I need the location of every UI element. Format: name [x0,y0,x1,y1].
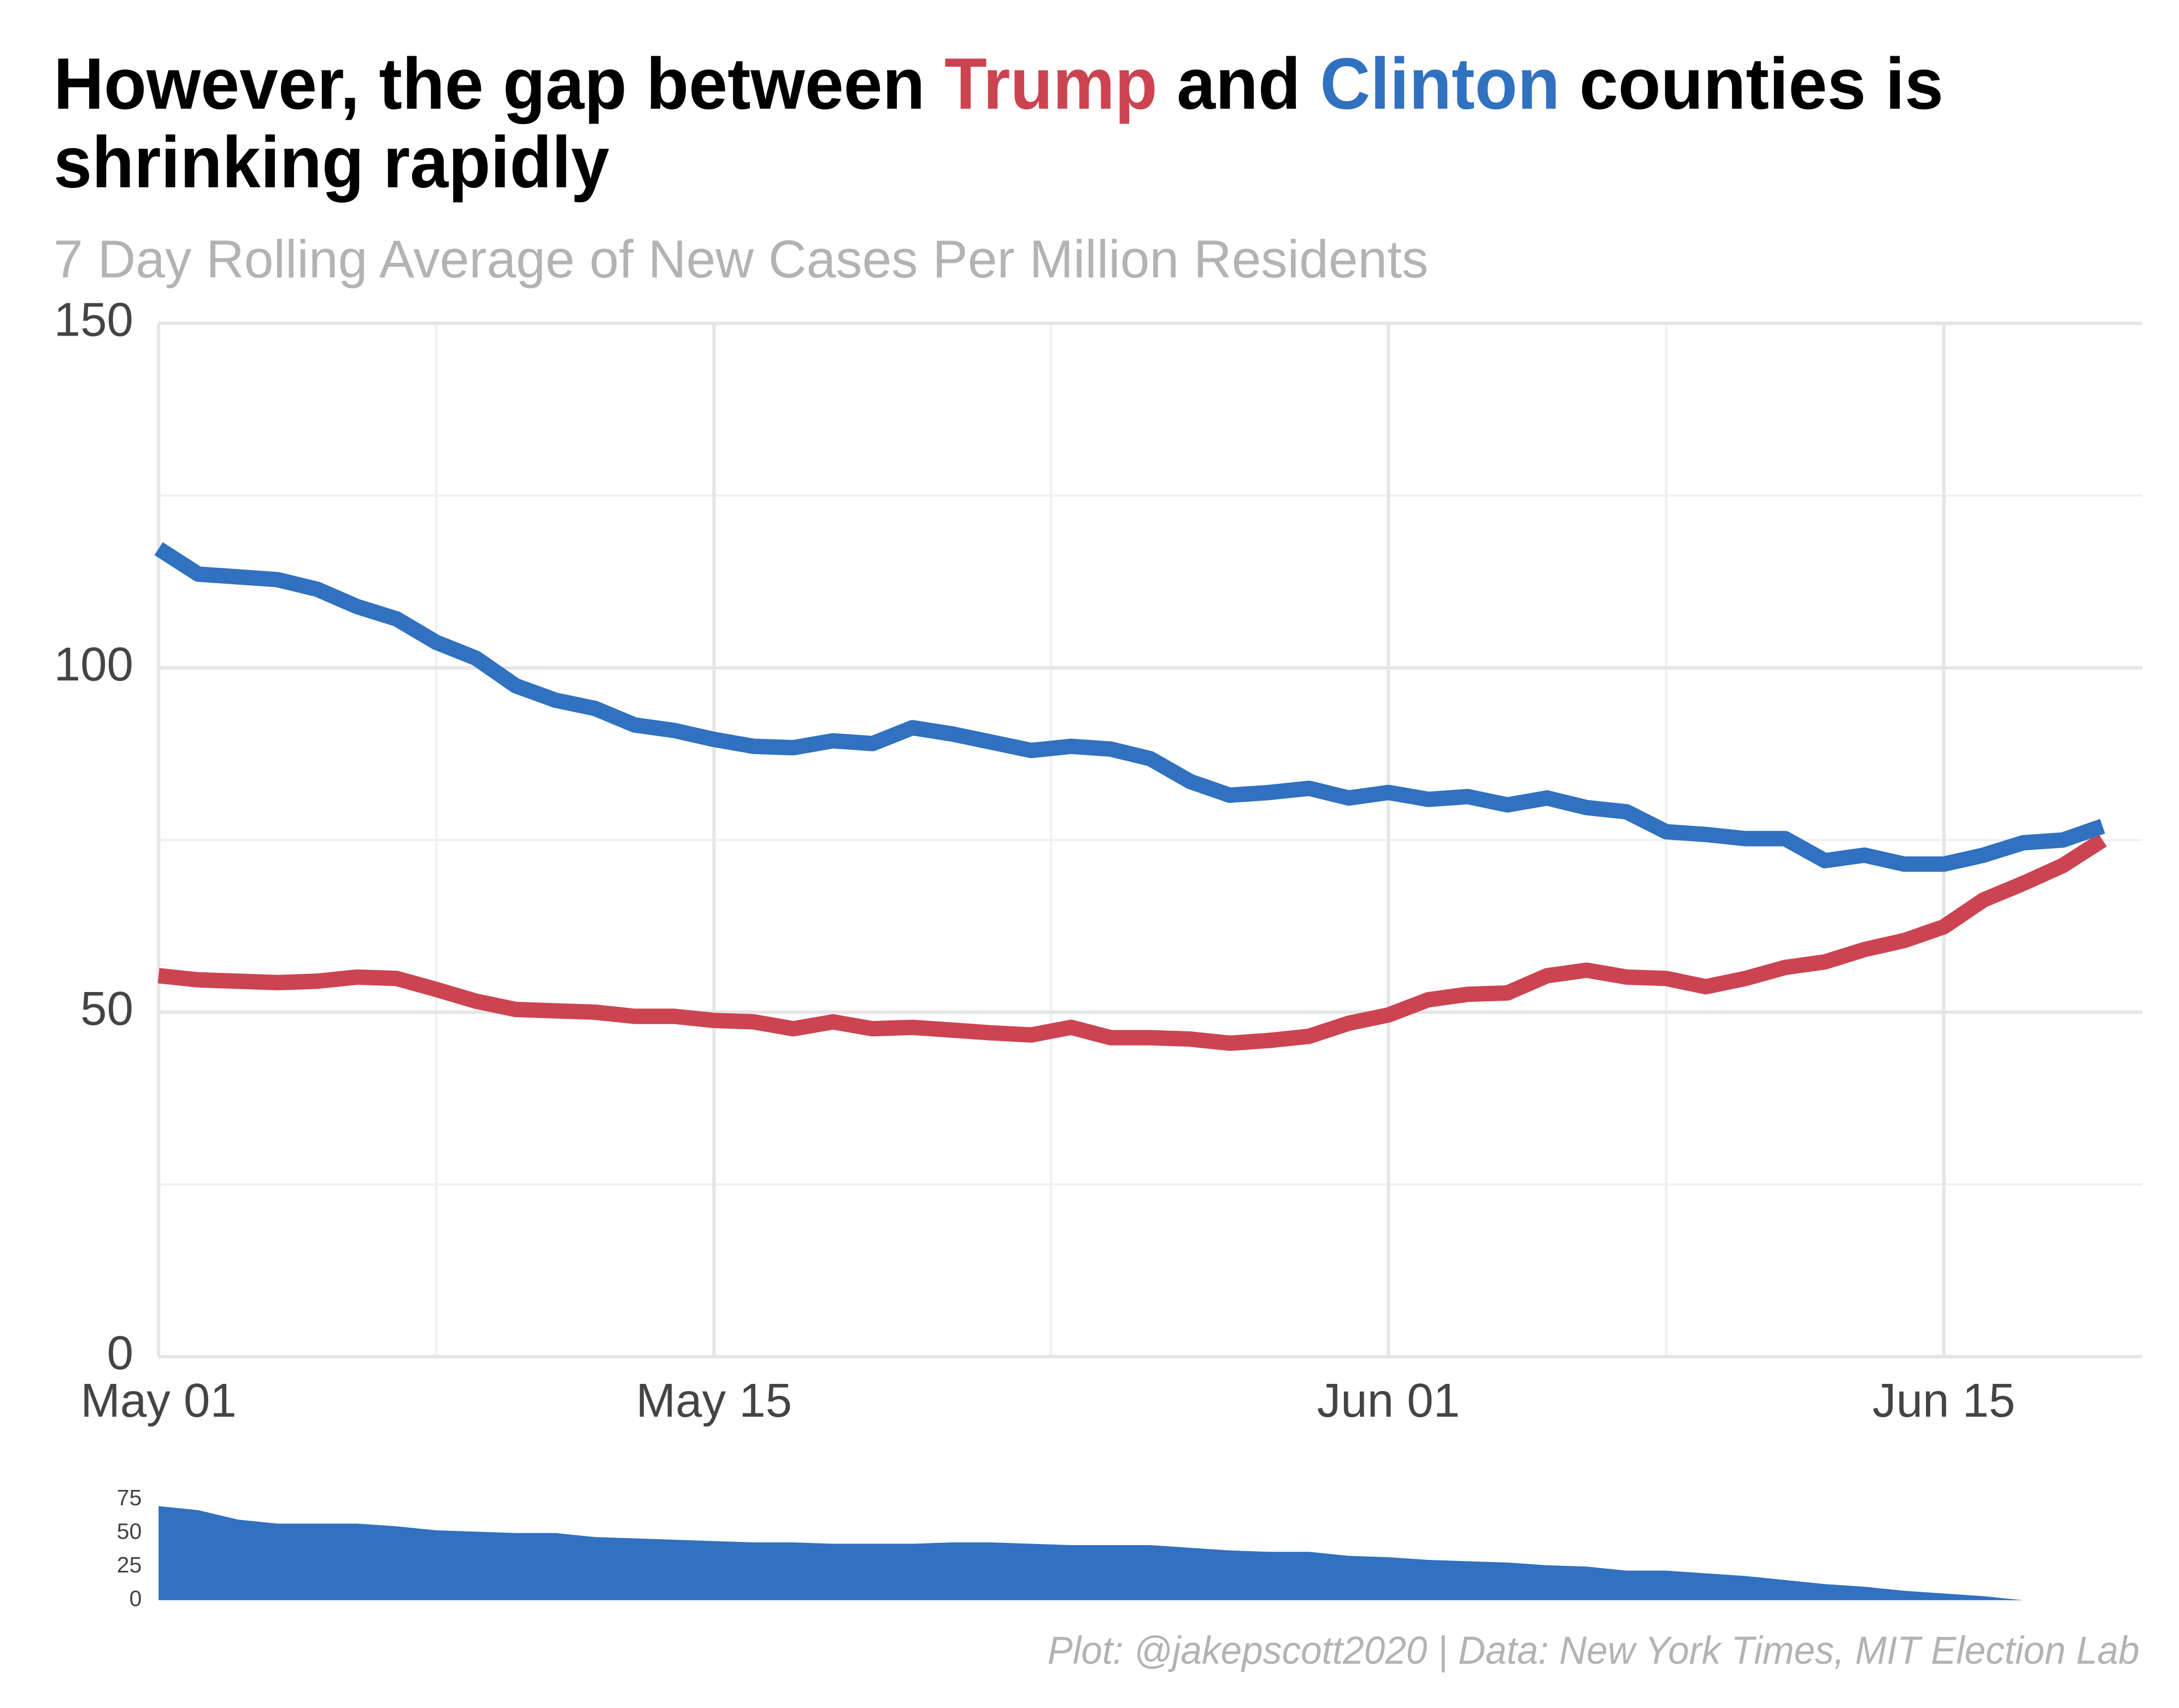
chart-title: However, the gap between [54,43,925,125]
chart-title: However, the gap between Trump and Clint… [54,43,1943,125]
chart-subtitle: 7 Day Rolling Average of New Cases Per M… [54,229,1428,289]
y-tick-label: 0 [130,1586,142,1611]
y-tick-label: 150 [54,294,133,347]
y-tick-label: 75 [117,1485,142,1510]
x-tick-label: May 15 [636,1374,792,1427]
chart-title: shrinking rapidly [54,122,609,203]
y-tick-label: 50 [80,982,133,1035]
x-tick-label: Jun 01 [1317,1374,1460,1427]
legend-entry: Trump [944,43,1158,125]
y-tick-label: 100 [54,638,133,691]
y-tick-label: 50 [117,1519,142,1544]
y-tick-label: 25 [117,1552,142,1577]
line-series [157,834,2107,1051]
area-series [158,1506,2023,1600]
caption: Plot: @jakepscott2020 | Data: New York T… [1048,1629,2140,1672]
y-tick-label: 0 [107,1327,133,1380]
legend-entry: Clinton [1320,43,1560,125]
chart-title: and [1177,43,1301,125]
x-tick-label: May 01 [80,1374,237,1427]
line-series [154,542,2105,872]
chart-title: counties is [1579,43,1943,125]
x-tick-label: Jun 15 [1872,1374,2015,1427]
